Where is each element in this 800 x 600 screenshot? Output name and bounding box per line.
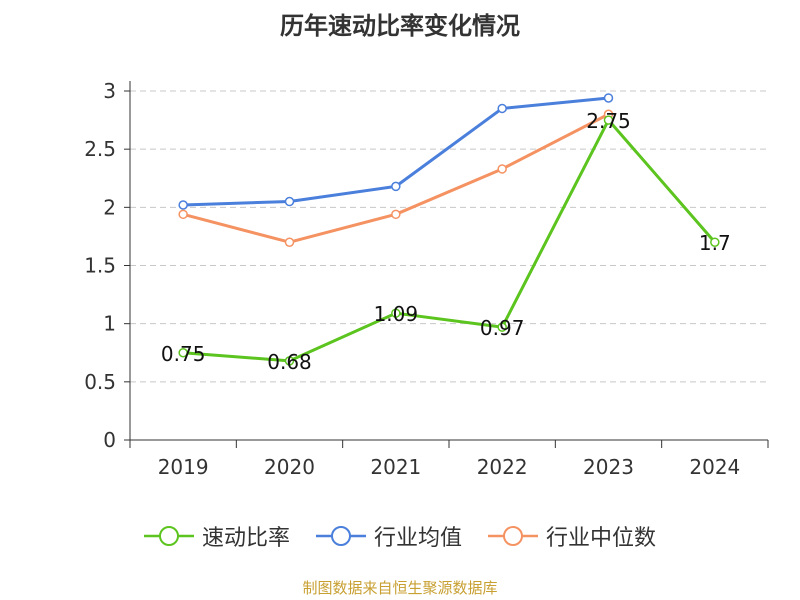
- data-label: 0.75: [161, 342, 206, 366]
- y-tick-label: 2.5: [84, 137, 116, 161]
- data-point: [391, 181, 401, 192]
- data-point: [178, 209, 188, 220]
- legend: 速动比率 行业均值 行业中位数: [0, 520, 800, 552]
- x-tick-label: 2020: [264, 455, 315, 479]
- data-point: [284, 356, 295, 366]
- legend-label: 行业均值: [373, 526, 462, 551]
- data-point: [178, 348, 188, 358]
- y-tick-label: 2: [103, 195, 116, 219]
- data-point: [391, 308, 401, 318]
- data-point: [497, 103, 507, 114]
- y-tick-label: 1: [103, 312, 116, 336]
- y-tick-label: 0.5: [84, 370, 116, 394]
- data-point: [603, 115, 614, 125]
- x-tick-label: 2024: [689, 455, 740, 479]
- data-label: 1.7: [699, 231, 731, 255]
- legend-item[interactable]: 行业均值: [315, 520, 462, 552]
- source-note: 制图数据来自恒生聚源数据库: [302, 579, 498, 597]
- legend-item[interactable]: 速动比率: [143, 520, 290, 552]
- legend-line-icon: [315, 526, 366, 546]
- legend-line-icon: [488, 526, 538, 546]
- x-tick-label: 2022: [477, 455, 528, 479]
- data-point: [497, 322, 507, 332]
- data-label: 1.09: [374, 302, 419, 326]
- legend-label: 速动比率: [201, 526, 290, 551]
- data-point: [391, 209, 401, 220]
- data-label: 0.68: [267, 350, 312, 374]
- y-tick-label: 1.5: [84, 254, 116, 278]
- data-point: [284, 196, 295, 207]
- legend-line-icon: [143, 526, 194, 546]
- data-label: 2.75: [586, 109, 631, 133]
- data-point: [497, 164, 507, 174]
- data-point: [603, 93, 614, 103]
- data-point: [710, 237, 720, 247]
- y-tick-label: 0: [103, 428, 116, 452]
- series-line-0: [183, 118, 716, 363]
- series-line-2: [182, 112, 610, 244]
- y-tick-label: 3: [103, 79, 116, 103]
- chart-title: 历年速动比率变化情况: [280, 12, 520, 40]
- data-point: [178, 200, 188, 210]
- data-label: 0.97: [480, 316, 525, 340]
- x-tick-label: 2019: [158, 455, 209, 479]
- x-tick-label: 2021: [370, 455, 421, 479]
- x-tick-label: 2023: [583, 455, 634, 479]
- legend-label: 行业中位数: [546, 526, 657, 551]
- legend-item[interactable]: 行业中位数: [488, 520, 656, 552]
- data-point: [284, 237, 295, 247]
